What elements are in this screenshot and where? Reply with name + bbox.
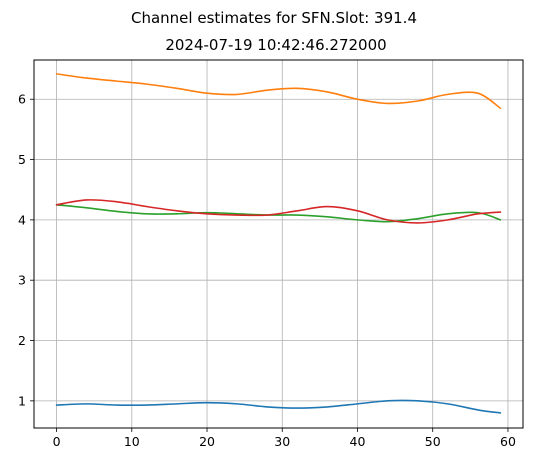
series-lines [55, 73, 502, 414]
x-axis: 0 10 20 30 40 50 60 [53, 428, 516, 449]
y-tick-label: 3 [18, 273, 26, 288]
y-axis: 1 2 3 4 5 6 [18, 92, 34, 408]
x-tick-label: 20 [199, 434, 215, 449]
series-line-1 [55, 399, 502, 414]
series-line-4 [55, 199, 502, 224]
x-tick-label: 0 [53, 434, 61, 449]
plot-frame [33, 59, 524, 429]
chart-subtitle: 2024-07-19 10:42:46.272000 [165, 36, 386, 54]
y-tick-label: 1 [18, 393, 26, 408]
grid [34, 60, 523, 428]
chart-title: Channel estimates for SFN.Slot: 391.4 [131, 9, 417, 27]
x-tick-label: 10 [124, 434, 140, 449]
y-tick-label: 6 [18, 92, 26, 107]
x-tick-label: 60 [500, 434, 516, 449]
y-tick-label: 4 [18, 212, 26, 227]
x-tick-label: 50 [425, 434, 441, 449]
y-tick-label: 2 [18, 333, 26, 348]
series-line-2 [55, 73, 502, 110]
x-tick-label: 30 [274, 434, 290, 449]
series-line-3 [55, 203, 502, 223]
y-tick-label: 5 [18, 152, 26, 167]
x-tick-label: 40 [350, 434, 366, 449]
